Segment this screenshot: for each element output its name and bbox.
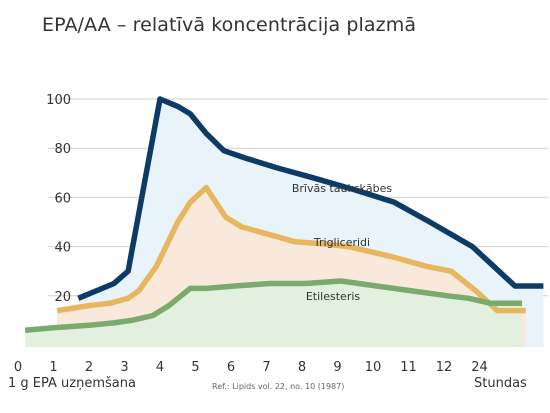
area-fill-2 bbox=[25, 281, 523, 347]
x-tick-label-11: 11 bbox=[400, 360, 417, 375]
x-tick-label-1: 1 bbox=[49, 360, 57, 375]
y-tick-label-100: 100 bbox=[46, 93, 71, 108]
x-tick-label-12: 12 bbox=[436, 360, 453, 375]
series-label-1: Trigliceridi bbox=[313, 236, 370, 249]
y-tick-label-20: 20 bbox=[54, 290, 71, 305]
series-line-0 bbox=[77, 96, 544, 301]
reference-note: Ref.: Lipids vol. 22, no. 10 (1987) bbox=[212, 382, 345, 391]
x-tick-label-13: 24 bbox=[471, 360, 488, 375]
x-tick-label-3: 3 bbox=[120, 360, 128, 375]
x-tick-label-4: 4 bbox=[156, 360, 164, 375]
x-axis-note: 1 g EPA uzņemšana bbox=[8, 376, 136, 391]
series-line-1 bbox=[56, 184, 526, 314]
x-tick-label-5: 5 bbox=[191, 360, 199, 375]
x-tick-label-9: 9 bbox=[333, 360, 341, 375]
chart-title: EPA/AA – relatīvā koncentrācija plazmā bbox=[42, 14, 417, 36]
y-tick-label-60: 60 bbox=[54, 191, 71, 206]
x-tick-label-2: 2 bbox=[85, 360, 93, 375]
y-tick-label-80: 80 bbox=[54, 142, 71, 157]
series-line-2 bbox=[24, 278, 523, 333]
series-label-0: Brīvās taukskābes bbox=[292, 182, 393, 195]
series-label-2: Etilesteris bbox=[306, 290, 361, 303]
x-tick-label-10: 10 bbox=[365, 360, 382, 375]
x-tick-label-0: 0 bbox=[14, 360, 22, 375]
x-axis-label: Stundas bbox=[474, 376, 527, 391]
x-tick-label-6: 6 bbox=[227, 360, 235, 375]
x-tick-label-8: 8 bbox=[298, 360, 306, 375]
y-tick-label-40: 40 bbox=[54, 241, 71, 256]
x-tick-label-7: 7 bbox=[262, 360, 270, 375]
